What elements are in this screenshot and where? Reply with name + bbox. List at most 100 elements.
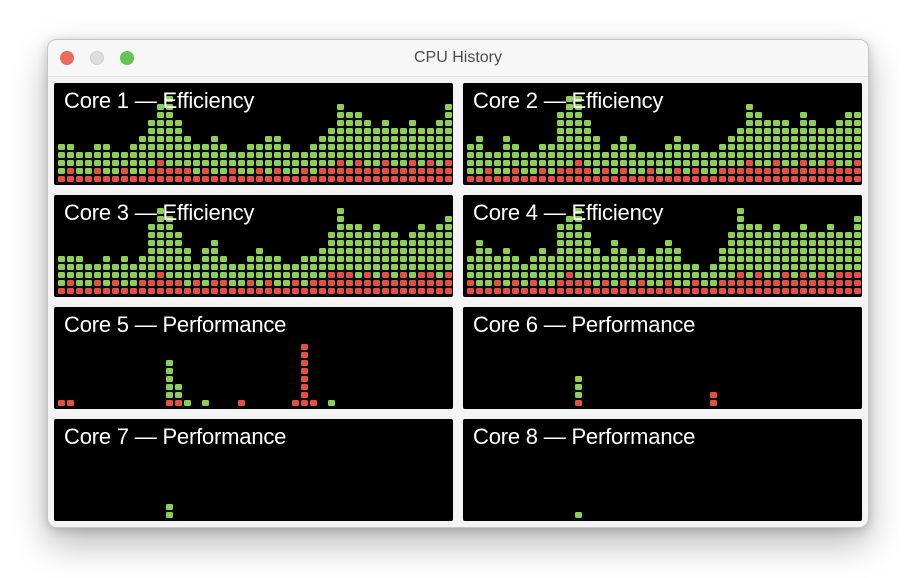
history-cell (746, 176, 753, 182)
history-cell (58, 168, 65, 174)
history-column (337, 206, 344, 294)
history-cell (737, 144, 744, 150)
history-cell (773, 176, 780, 182)
history-cell (247, 160, 254, 166)
history-cell (184, 152, 191, 158)
history-cell (364, 272, 371, 278)
history-cell (521, 168, 528, 174)
history-cell (629, 152, 636, 158)
history-cell (436, 224, 443, 230)
history-cell (539, 176, 546, 182)
history-cell (584, 160, 591, 166)
history-cell (391, 272, 398, 278)
history-cell (467, 168, 474, 174)
history-cell (346, 232, 353, 238)
history-column (409, 230, 416, 294)
history-cell (427, 136, 434, 142)
history-cell (346, 280, 353, 286)
history-cell (575, 96, 582, 102)
history-cell (809, 288, 816, 294)
history-cell (611, 152, 618, 158)
history-cell (76, 288, 83, 294)
history-cell (436, 144, 443, 150)
history-cell (112, 176, 119, 182)
history-cell (166, 120, 173, 126)
history-cell (557, 144, 564, 150)
history-cell (647, 160, 654, 166)
history-cell (755, 272, 762, 278)
history-cell (301, 272, 308, 278)
history-cell (211, 144, 218, 150)
history-column (584, 118, 591, 182)
history-cell (175, 392, 182, 398)
history-cell (274, 280, 281, 286)
history-cell (67, 280, 74, 286)
history-cell (638, 168, 645, 174)
history-cell (584, 136, 591, 142)
history-cell (845, 160, 852, 166)
history-cell (674, 264, 681, 270)
history-cell (539, 264, 546, 270)
history-cell (566, 224, 573, 230)
history-column (647, 254, 654, 294)
history-cell (58, 256, 65, 262)
history-cell (346, 160, 353, 166)
zoom-button[interactable] (120, 51, 134, 65)
history-cell (202, 160, 209, 166)
history-cell (764, 280, 771, 286)
history-cell (337, 136, 344, 142)
history-cell (184, 256, 191, 262)
history-cell (103, 272, 110, 278)
history-cell (391, 136, 398, 142)
history-cell (139, 168, 146, 174)
history-column (166, 358, 173, 406)
history-cell (418, 136, 425, 142)
history-cell (737, 152, 744, 158)
history-column (166, 94, 173, 182)
window-titlebar[interactable]: CPU History (48, 40, 868, 77)
history-cell (557, 176, 564, 182)
history-cell (728, 288, 735, 294)
close-button[interactable] (60, 51, 74, 65)
history-cell (130, 176, 137, 182)
history-cell (310, 264, 317, 270)
history-cell (485, 248, 492, 254)
history-cell (445, 264, 452, 270)
history-cell (539, 256, 546, 262)
history-cell (746, 232, 753, 238)
history-cell (782, 272, 789, 278)
history-cell (310, 272, 317, 278)
history-cell (355, 136, 362, 142)
history-cell (737, 128, 744, 134)
history-cell (737, 224, 744, 230)
history-cell (112, 272, 119, 278)
history-cell (166, 160, 173, 166)
history-cell (764, 288, 771, 294)
history-cell (467, 272, 474, 278)
history-cell (166, 96, 173, 102)
history-cell (710, 288, 717, 294)
history-cell (809, 144, 816, 150)
history-cell (256, 144, 263, 150)
history-cell (364, 168, 371, 174)
history-cell (364, 240, 371, 246)
history-cell (494, 280, 501, 286)
history-cell (827, 224, 834, 230)
history-cell (427, 280, 434, 286)
history-cell (130, 288, 137, 294)
history-cell (202, 152, 209, 158)
history-cell (836, 128, 843, 134)
history-grid (467, 195, 862, 297)
history-cell (494, 272, 501, 278)
history-cell (584, 168, 591, 174)
history-column (220, 254, 227, 294)
history-cell (566, 240, 573, 246)
history-cell (301, 256, 308, 262)
history-cell (364, 232, 371, 238)
history-cell (337, 120, 344, 126)
minimize-button[interactable] (90, 51, 104, 65)
history-cell (157, 208, 164, 214)
history-cell (620, 280, 627, 286)
history-cell (512, 264, 519, 270)
history-cell (265, 176, 272, 182)
